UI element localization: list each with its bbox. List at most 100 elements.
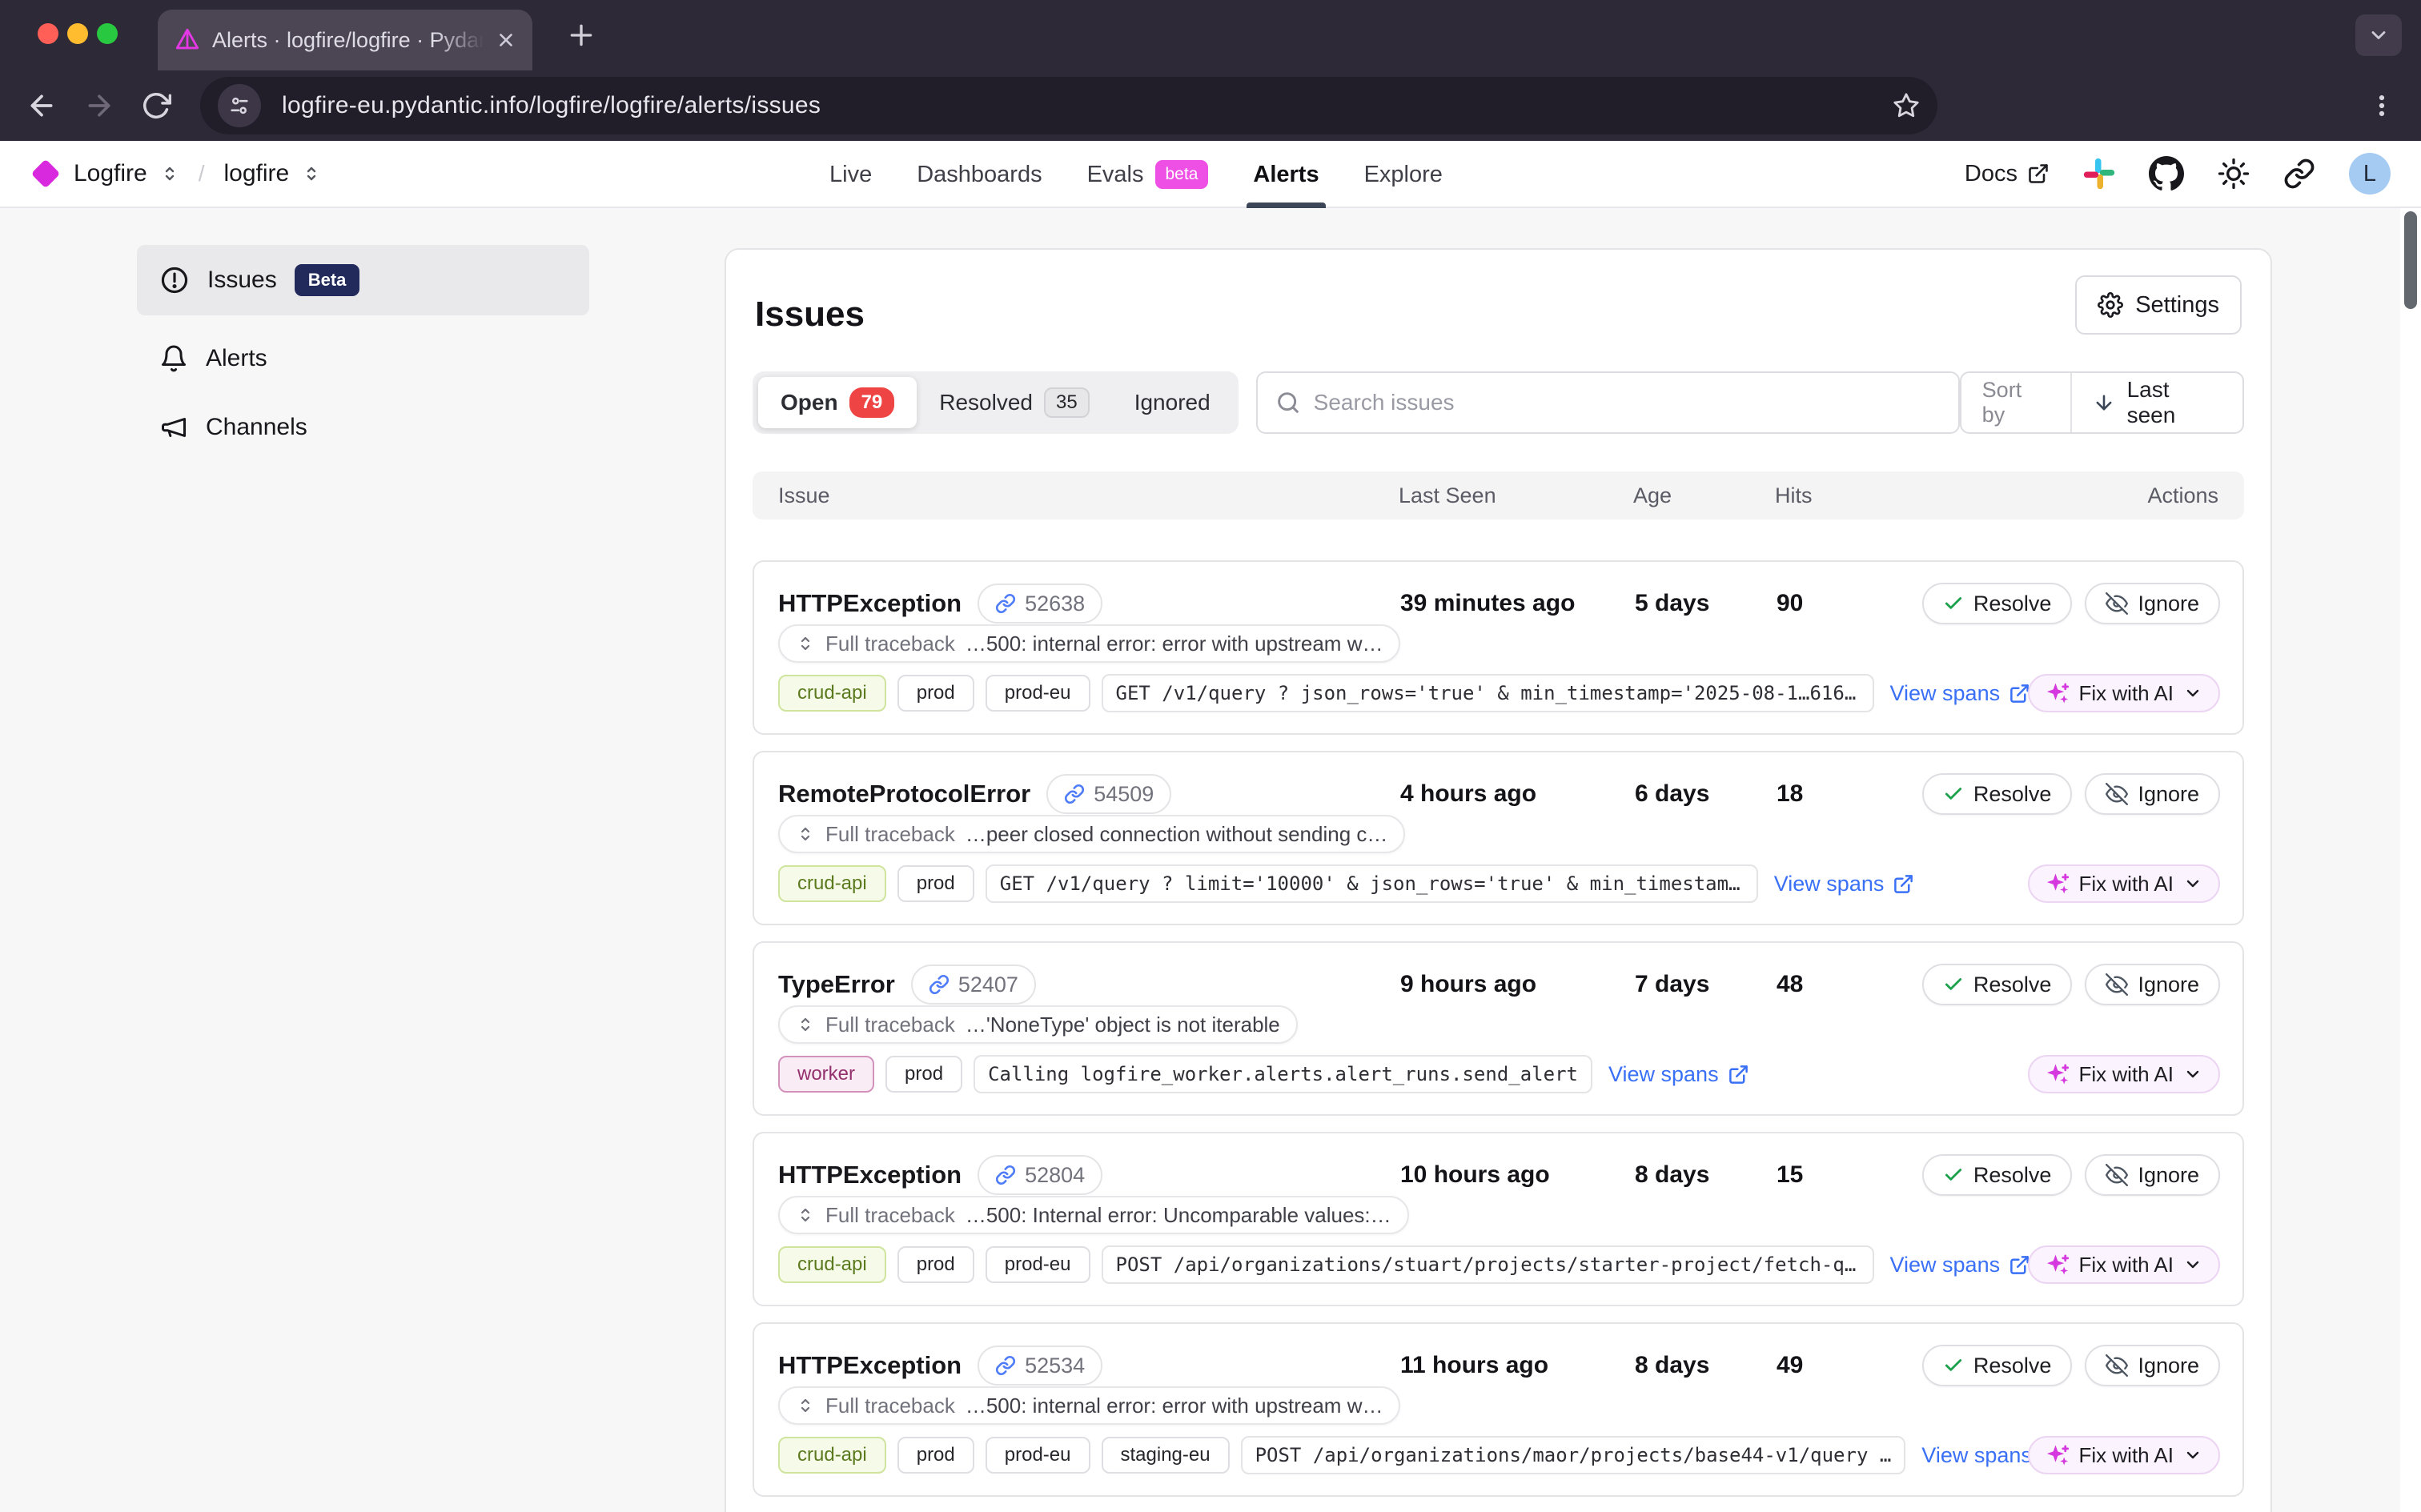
- issue-last-seen: 4 hours ago: [1400, 780, 1537, 807]
- issue-last-seen: 39 minutes ago: [1400, 590, 1576, 616]
- traceback-pill[interactable]: Full traceback …500: Internal error: Unc…: [778, 1196, 1409, 1234]
- view-spans-link[interactable]: View spans: [1774, 872, 1915, 896]
- scrollbar-track[interactable]: [2400, 208, 2421, 1512]
- bookmark-star-icon[interactable]: [1893, 92, 1920, 119]
- user-avatar[interactable]: L: [2349, 153, 2391, 195]
- issue-id-pill[interactable]: 52534: [978, 1346, 1103, 1386]
- org-name[interactable]: Logfire: [74, 160, 147, 186]
- issue-row[interactable]: TypeError 52407 9 hours ago 7 days 48 Re…: [753, 941, 2244, 1116]
- check-icon: [1943, 593, 1964, 614]
- sort-control[interactable]: Sort by Last seen: [1959, 371, 2244, 434]
- forward-button[interactable]: [83, 90, 115, 122]
- fix-with-ai-button[interactable]: Fix with AI: [2027, 674, 2220, 712]
- issue-id: 54509: [1094, 781, 1154, 806]
- eye-off-icon: [2106, 783, 2129, 805]
- check-icon: [1943, 784, 1964, 804]
- project-selector-icon[interactable]: [302, 164, 321, 183]
- ignore-label: Ignore: [2138, 972, 2199, 997]
- resolve-button[interactable]: Resolve: [1921, 773, 2073, 815]
- issue-id-pill[interactable]: 52804: [978, 1155, 1103, 1195]
- minimize-window-button[interactable]: [67, 23, 88, 44]
- settings-button[interactable]: Settings: [2075, 275, 2242, 335]
- sidebar-item-channels[interactable]: Channels: [137, 402, 589, 453]
- issue-hits: 15: [1777, 1161, 1804, 1188]
- ignore-button[interactable]: Ignore: [2085, 583, 2220, 624]
- sidebar-issues-label: Issues: [207, 267, 277, 293]
- tag-prod: prod: [897, 865, 974, 902]
- share-link-icon[interactable]: [2283, 158, 2315, 190]
- theme-toggle-sun-icon[interactable]: [2218, 158, 2250, 190]
- github-icon[interactable]: [2149, 156, 2184, 191]
- sidebar: Issues Beta Alerts Channels: [137, 245, 589, 453]
- issue-id-pill[interactable]: 52407: [910, 965, 1036, 1005]
- resolve-button[interactable]: Resolve: [1921, 1154, 2073, 1196]
- nav-tab-live[interactable]: Live: [829, 161, 873, 187]
- fix-with-ai-button[interactable]: Fix with AI: [2027, 864, 2220, 903]
- view-spans-link[interactable]: View spans: [1890, 681, 2031, 706]
- sidebar-item-issues[interactable]: Issues Beta: [137, 245, 589, 315]
- traceback-pill[interactable]: Full traceback …peer closed connection w…: [778, 815, 1406, 853]
- tab-close-icon[interactable]: [496, 30, 516, 50]
- view-spans-link[interactable]: View spans: [1890, 1253, 2031, 1277]
- fix-with-ai-button[interactable]: Fix with AI: [2027, 1055, 2220, 1093]
- fix-with-ai-button[interactable]: Fix with AI: [2027, 1245, 2220, 1284]
- tab-search-button[interactable]: [2355, 14, 2402, 56]
- org-selector-icon[interactable]: [160, 164, 179, 183]
- issue-last-seen: 10 hours ago: [1400, 1161, 1550, 1188]
- scrollbar-thumb[interactable]: [2404, 211, 2417, 309]
- issue-row[interactable]: HTTPException 52804 10 hours ago 8 days …: [753, 1132, 2244, 1306]
- issues-list: HTTPException 52638 39 minutes ago 5 day…: [753, 560, 2244, 1512]
- ignore-button[interactable]: Ignore: [2085, 964, 2220, 1005]
- search-box[interactable]: [1255, 371, 1960, 434]
- project-name[interactable]: logfire: [223, 160, 290, 186]
- address-bar[interactable]: logfire-eu.pydantic.info/logfire/logfire…: [200, 77, 1937, 134]
- issue-row[interactable]: HTTPException 52534 11 hours ago 8 days …: [753, 1322, 2244, 1497]
- tag-staging-eu: staging-eu: [1101, 1437, 1230, 1474]
- issue-row[interactable]: RemoteProtocolError 54509 4 hours ago 6 …: [753, 751, 2244, 925]
- ignore-label: Ignore: [2138, 591, 2199, 616]
- sort-value[interactable]: Last seen: [2072, 377, 2242, 428]
- ignore-button[interactable]: Ignore: [2085, 1154, 2220, 1196]
- filter-tab-resolved[interactable]: Resolved 35: [917, 377, 1111, 428]
- ignore-label: Ignore: [2138, 1353, 2199, 1378]
- nav-tab-evals[interactable]: Evals beta: [1087, 141, 1209, 208]
- close-window-button[interactable]: [38, 23, 58, 44]
- sidebar-item-alerts[interactable]: Alerts: [137, 333, 589, 384]
- ignore-button[interactable]: Ignore: [2085, 773, 2220, 815]
- nav-tab-explore[interactable]: Explore: [1363, 161, 1443, 187]
- fix-ai-label: Fix with AI: [2078, 1061, 2174, 1086]
- issue-id-pill[interactable]: 54509: [1046, 774, 1172, 814]
- back-button[interactable]: [26, 90, 58, 122]
- filter-tab-ignored[interactable]: Ignored: [1112, 377, 1233, 428]
- resolve-button[interactable]: Resolve: [1921, 964, 2073, 1005]
- browser-tab[interactable]: Alerts · logfire/logfire · Pydant: [158, 10, 532, 70]
- traceback-pill[interactable]: Full traceback …'NoneType' object is not…: [778, 1005, 1298, 1044]
- issue-id: 52638: [1025, 591, 1086, 616]
- view-spans-link[interactable]: View spans: [1608, 1062, 1749, 1087]
- check-icon: [1943, 1165, 1964, 1185]
- link-icon: [1064, 784, 1085, 804]
- settings-label: Settings: [2135, 291, 2219, 318]
- reload-button[interactable]: [141, 90, 171, 121]
- expand-traceback-icon: [796, 1015, 815, 1034]
- search-input[interactable]: [1313, 390, 1941, 415]
- traceback-pill[interactable]: Full traceback …500: internal error: err…: [778, 1386, 1401, 1425]
- resolve-button[interactable]: Resolve: [1921, 583, 2073, 624]
- issue-age: 6 days: [1635, 780, 1710, 807]
- fix-with-ai-button[interactable]: Fix with AI: [2027, 1436, 2220, 1474]
- span-pill: GET /v1/query ? limit='10000' & json_row…: [985, 864, 1758, 903]
- resolve-button[interactable]: Resolve: [1921, 1345, 2073, 1386]
- docs-link[interactable]: Docs: [1965, 161, 2050, 187]
- ignore-button[interactable]: Ignore: [2085, 1345, 2220, 1386]
- issue-id-pill[interactable]: 52638: [978, 584, 1103, 624]
- new-tab-button[interactable]: [565, 19, 597, 51]
- browser-menu-icon[interactable]: [2368, 92, 2395, 119]
- filter-tab-open[interactable]: Open 79: [758, 377, 917, 428]
- zoom-window-button[interactable]: [97, 23, 118, 44]
- slack-icon[interactable]: [2083, 158, 2115, 190]
- site-settings-icon[interactable]: [218, 84, 261, 127]
- traceback-pill[interactable]: Full traceback …500: internal error: err…: [778, 624, 1401, 663]
- nav-tab-alerts[interactable]: Alerts: [1247, 141, 1326, 208]
- nav-tab-dashboards[interactable]: Dashboards: [917, 161, 1042, 187]
- issue-row[interactable]: HTTPException 52638 39 minutes ago 5 day…: [753, 560, 2244, 735]
